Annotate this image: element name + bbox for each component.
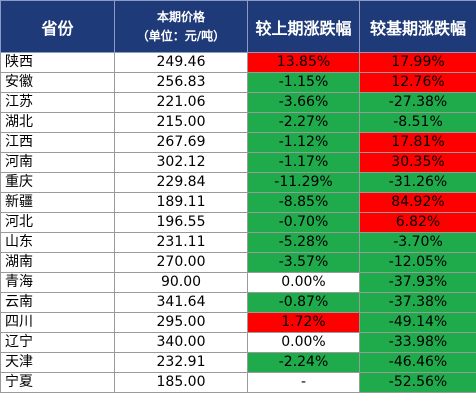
mom-change-cell: 13.85% [247, 52, 360, 73]
mom-change-cell: 1.72% [247, 312, 360, 333]
price-cell: 270.00 [114, 252, 248, 273]
province-cell: 辽宁 [0, 332, 115, 353]
mom-change-cell: -2.27% [247, 112, 360, 133]
province-cell: 重庆 [0, 172, 115, 193]
mom-change-cell: -1.12% [247, 132, 360, 153]
price-cell: 267.69 [114, 132, 248, 153]
table-header: 省份 本期价格 （单位：元/吨） 较上期涨跌幅 较基期涨跌幅 [0, 0, 476, 53]
header-price-title: 本期价格 [156, 9, 205, 24]
header-row: 省份 本期价格 （单位：元/吨） 较上期涨跌幅 较基期涨跌幅 [0, 0, 476, 53]
price-cell: 231.11 [114, 232, 248, 253]
province-cell: 湖北 [0, 112, 115, 133]
price-cell: 215.00 [114, 112, 248, 133]
province-cell: 青海 [0, 272, 115, 293]
table-body: 陕西 249.46 13.85% 17.99% 安徽 256.83 -1.15% 12.76%… [0, 52, 476, 393]
province-cell: 四川 [0, 312, 115, 333]
province-cell: 江苏 [0, 92, 115, 113]
mom-change-cell: - [247, 372, 360, 393]
mom-change-cell: -3.66% [247, 92, 360, 113]
table-row: 重庆 229.84 -11.29% -31.26% [0, 172, 476, 193]
yoy-change-cell: -27.38% [359, 92, 476, 113]
mom-change-cell: -2.24% [247, 352, 360, 373]
yoy-change-cell: -46.46% [359, 352, 476, 373]
price-cell: 249.46 [114, 52, 248, 73]
province-cell: 河北 [0, 212, 115, 233]
yoy-change-cell: 84.92% [359, 192, 476, 213]
header-price-unit: （单位：元/吨） [136, 28, 226, 43]
table-row: 辽宁 340.00 0.00% -33.98% [0, 332, 476, 353]
table-row: 陕西 249.46 13.85% 17.99% [0, 52, 476, 73]
table-row: 湖北 215.00 -2.27% -8.51% [0, 112, 476, 133]
header-province: 省份 [0, 0, 115, 53]
mom-change-cell: -0.70% [247, 212, 360, 233]
price-cell: 341.64 [114, 292, 248, 313]
table-row: 江西 267.69 -1.12% 17.81% [0, 132, 476, 153]
province-cell: 陕西 [0, 52, 115, 73]
mom-change-cell: -1.15% [247, 72, 360, 93]
price-change-table: 省份 本期价格 （单位：元/吨） 较上期涨跌幅 较基期涨跌幅 陕西 249.46 1… [0, 0, 476, 393]
yoy-change-cell: -49.14% [359, 312, 476, 333]
yoy-change-cell: -31.26% [359, 172, 476, 193]
province-cell: 湖南 [0, 252, 115, 273]
price-cell: 256.83 [114, 72, 248, 93]
province-cell: 宁夏 [0, 372, 115, 393]
province-cell: 云南 [0, 292, 115, 313]
province-cell: 江西 [0, 132, 115, 153]
province-cell: 安徽 [0, 72, 115, 93]
header-price: 本期价格 （单位：元/吨） [114, 0, 248, 53]
table-row: 四川 295.00 1.72% -49.14% [0, 312, 476, 333]
price-cell: 340.00 [114, 332, 248, 353]
yoy-change-cell: -8.51% [359, 112, 476, 133]
mom-change-cell: 0.00% [247, 272, 360, 293]
table-row: 江苏 221.06 -3.66% -27.38% [0, 92, 476, 113]
price-cell: 189.11 [114, 192, 248, 213]
table-row: 河北 196.55 -0.70% 6.82% [0, 212, 476, 233]
price-cell: 229.84 [114, 172, 248, 193]
table-row: 新疆 189.11 -8.85% 84.92% [0, 192, 476, 213]
yoy-change-cell: -12.05% [359, 252, 476, 273]
mom-change-cell: -3.57% [247, 252, 360, 273]
province-cell: 河南 [0, 152, 115, 173]
table-row: 青海 90.00 0.00% -37.93% [0, 272, 476, 293]
price-cell: 185.00 [114, 372, 248, 393]
mom-change-cell: -5.28% [247, 232, 360, 253]
yoy-change-cell: 17.99% [359, 52, 476, 73]
yoy-change-cell: 17.81% [359, 132, 476, 153]
price-cell: 221.06 [114, 92, 248, 113]
table-row: 安徽 256.83 -1.15% 12.76% [0, 72, 476, 93]
table-row: 云南 341.64 -0.87% -37.38% [0, 292, 476, 313]
header-yoy-change: 较基期涨跌幅 [359, 0, 476, 53]
yoy-change-cell: 30.35% [359, 152, 476, 173]
province-cell: 山东 [0, 232, 115, 253]
table-row: 湖南 270.00 -3.57% -12.05% [0, 252, 476, 273]
table-row: 山东 231.11 -5.28% -3.70% [0, 232, 476, 253]
yoy-change-cell: 12.76% [359, 72, 476, 93]
price-cell: 295.00 [114, 312, 248, 333]
mom-change-cell: 0.00% [247, 332, 360, 353]
price-cell: 90.00 [114, 272, 248, 293]
table-row: 天津 232.91 -2.24% -46.46% [0, 352, 476, 373]
province-cell: 新疆 [0, 192, 115, 213]
header-mom-change: 较上期涨跌幅 [247, 0, 360, 53]
price-cell: 232.91 [114, 352, 248, 373]
mom-change-cell: -0.87% [247, 292, 360, 313]
province-cell: 天津 [0, 352, 115, 373]
yoy-change-cell: -33.98% [359, 332, 476, 353]
table-row: 宁夏 185.00- -52.56% [0, 372, 476, 393]
yoy-change-cell: -3.70% [359, 232, 476, 253]
table-row: 河南 302.12 -1.17% 30.35% [0, 152, 476, 173]
mom-change-cell: -11.29% [247, 172, 360, 193]
mom-change-cell: -1.17% [247, 152, 360, 173]
yoy-change-cell: -52.56% [359, 372, 476, 393]
yoy-change-cell: -37.38% [359, 292, 476, 313]
yoy-change-cell: -37.93% [359, 272, 476, 293]
price-cell: 302.12 [114, 152, 248, 173]
mom-change-cell: -8.85% [247, 192, 360, 213]
yoy-change-cell: 6.82% [359, 212, 476, 233]
price-cell: 196.55 [114, 212, 248, 233]
